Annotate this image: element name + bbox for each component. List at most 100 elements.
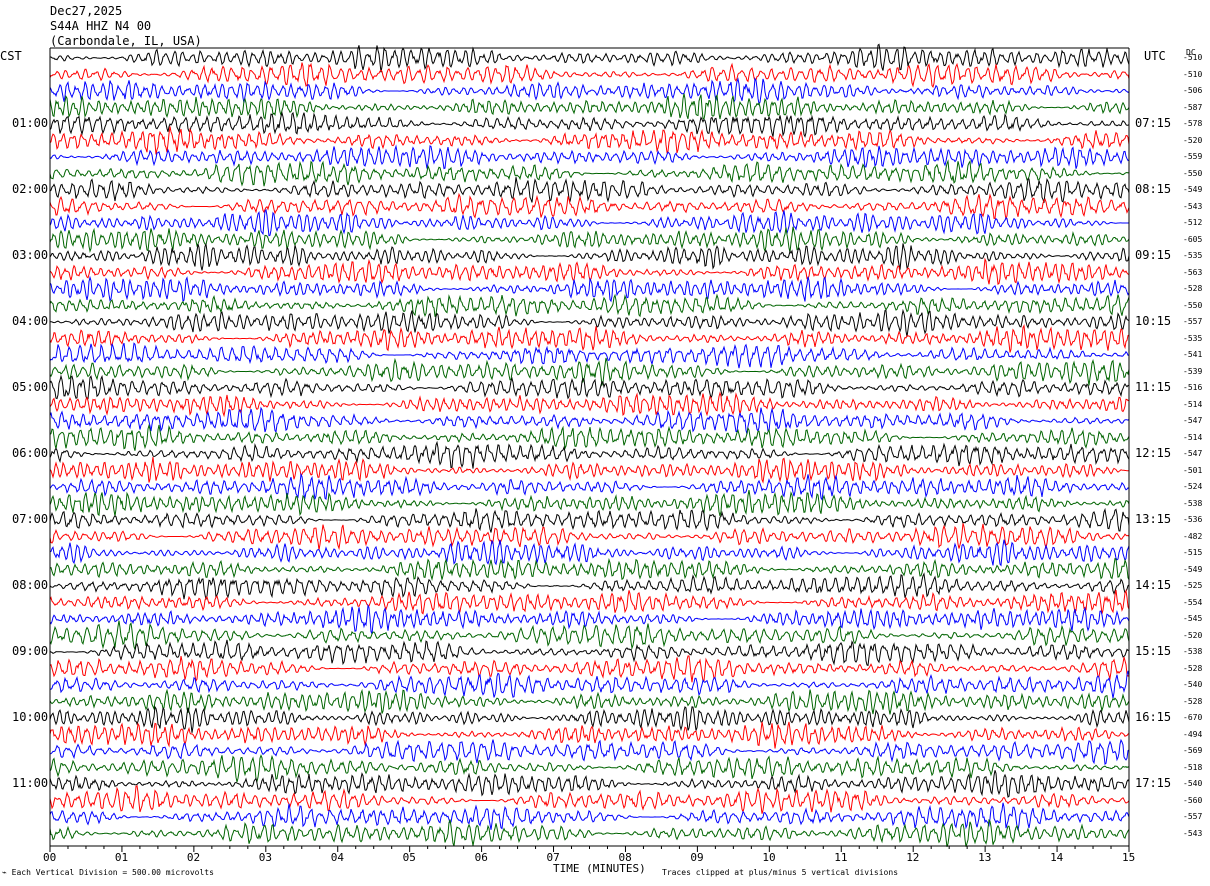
trace-line <box>49 507 1130 533</box>
trace-line <box>49 423 1130 451</box>
dc-offset-label: -510 <box>1183 69 1203 79</box>
x-tick-label: 10 <box>762 851 776 864</box>
clip-note: Traces clipped at plus/minus 5 vertical … <box>662 868 899 877</box>
x-tick-label: 12 <box>906 851 920 864</box>
dc-offset-label: -535 <box>1183 251 1203 260</box>
dc-offset-label: -520 <box>1183 135 1203 145</box>
trace-line <box>49 144 1130 170</box>
scale-note-text: Each Vertical Division = 500.00 microvol… <box>11 868 214 877</box>
dc-offset-label: -560 <box>1183 795 1203 805</box>
dc-offset-label: -569 <box>1183 746 1203 755</box>
trace-line <box>49 721 1130 749</box>
dc-offset-label: -528 <box>1183 284 1203 293</box>
x-axis-title: TIME (MINUTES) <box>553 862 646 875</box>
trace-line <box>49 539 1130 567</box>
dc-offset-label: -543 <box>1183 201 1203 211</box>
dc-offset-label: -557 <box>1183 812 1203 821</box>
trace-line <box>49 242 1130 271</box>
right-hour-label: 14:15 <box>1135 578 1172 592</box>
right-timezone-label: UTC <box>1144 49 1166 63</box>
trace-line <box>49 784 1130 814</box>
left-hour-label: 11:00 <box>12 776 49 790</box>
x-tick-label: 05 <box>402 851 416 864</box>
dc-offset-label: -587 <box>1183 102 1203 112</box>
dc-offset-label: -547 <box>1183 416 1203 425</box>
dc-header: DC <box>1186 48 1196 57</box>
trace-line <box>49 802 1130 831</box>
scale-note: ⌁ Each Vertical Division = 500.00 microv… <box>2 868 214 877</box>
right-hour-label: 10:15 <box>1135 314 1172 328</box>
dc-offset-label: -524 <box>1183 482 1203 491</box>
trace-line <box>49 192 1130 220</box>
time-axis <box>49 47 1130 852</box>
x-tick-label: 00 <box>43 851 57 864</box>
station-label: S44A HHZ N4 00 <box>50 19 152 33</box>
x-tick-label: 02 <box>186 851 201 864</box>
dc-offset-label: -563 <box>1183 267 1203 277</box>
dc-offset-label: -538 <box>1183 498 1203 508</box>
left-hour-label: 09:00 <box>12 644 49 658</box>
x-tick-label: 13 <box>978 851 992 864</box>
trace-line <box>49 208 1130 237</box>
trace-line <box>49 342 1130 369</box>
trace-line <box>49 620 1130 650</box>
trace-line <box>49 357 1130 387</box>
dc-offset-label: -550 <box>1183 300 1203 310</box>
x-tick-label: 03 <box>258 851 273 864</box>
trace-line <box>49 770 1130 798</box>
left-hour-label: 03:00 <box>12 248 49 262</box>
dc-offset-label: -540 <box>1183 680 1203 689</box>
dc-offset-label: -528 <box>1183 663 1203 673</box>
dc-offset-label: -554 <box>1183 597 1203 607</box>
trace-line <box>49 688 1130 715</box>
trace-line <box>49 293 1130 318</box>
trace-group <box>49 43 1130 847</box>
dc-offset-label: -559 <box>1183 152 1203 161</box>
trace-line <box>49 670 1130 699</box>
location-label: (Carbondale, IL, USA) <box>50 34 202 48</box>
trace-line <box>49 62 1130 88</box>
trace-line <box>49 523 1130 551</box>
dc-offset-label: -482 <box>1183 531 1203 541</box>
trace-line <box>49 754 1130 784</box>
dc-offset-label: -514 <box>1183 432 1203 442</box>
trace-line <box>49 705 1130 733</box>
right-hour-label: 12:15 <box>1135 446 1172 460</box>
right-hour-label: 16:15 <box>1135 710 1172 724</box>
dc-offset-label: -528 <box>1183 696 1203 706</box>
trace-line <box>50 43 1130 73</box>
right-hour-label: 13:15 <box>1135 512 1172 526</box>
right-hour-label: 15:15 <box>1135 644 1172 658</box>
dc-offset-label: -557 <box>1183 317 1203 326</box>
trace-line <box>49 603 1130 635</box>
trace-line <box>49 93 1130 120</box>
dc-offset-label: -538 <box>1183 647 1203 656</box>
right-hour-label: 09:15 <box>1135 248 1172 262</box>
left-hour-label: 01:00 <box>12 116 49 130</box>
left-hour-label: 07:00 <box>12 512 49 526</box>
left-hour-label: 08:00 <box>12 578 49 592</box>
trace-line <box>49 738 1130 766</box>
trace-line <box>49 159 1130 187</box>
trace-line <box>49 177 1130 203</box>
dc-offset-label: -549 <box>1183 564 1203 574</box>
trace-line <box>49 374 1130 400</box>
left-hour-label: 05:00 <box>12 380 49 394</box>
trace-line <box>49 324 1130 353</box>
dc-offset-label: -541 <box>1183 350 1203 359</box>
dc-offset-label: -549 <box>1183 185 1203 194</box>
dc-offset-label: -525 <box>1183 581 1203 590</box>
dc-offset-label: -501 <box>1183 465 1203 475</box>
x-tick-label: 09 <box>690 851 704 864</box>
x-tick-label: 04 <box>330 851 344 864</box>
dc-offset-label: -605 <box>1183 234 1203 244</box>
left-hour-label: 06:00 <box>12 446 49 460</box>
x-tick-label: 01 <box>114 851 129 864</box>
dc-offset-label: -539 <box>1183 366 1203 376</box>
x-tick-label: 07 <box>546 851 560 864</box>
dc-offset-label: -550 <box>1183 168 1203 178</box>
right-hour-label: 07:15 <box>1135 116 1172 130</box>
dc-offset-label: -514 <box>1183 399 1203 409</box>
dc-offset-label: -670 <box>1183 713 1203 722</box>
trace-line <box>49 457 1129 484</box>
